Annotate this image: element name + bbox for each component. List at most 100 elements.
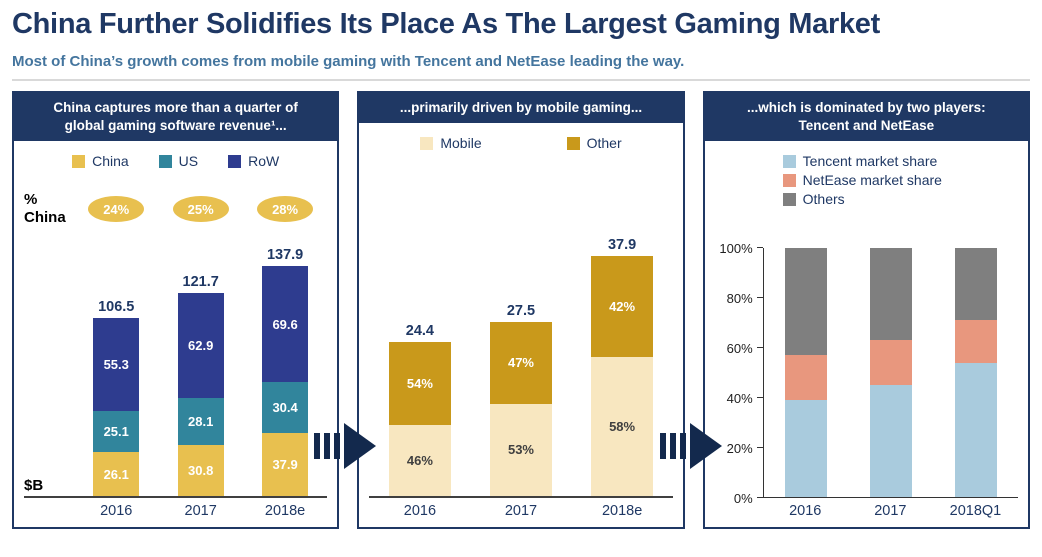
chart1-legend: China US RoW bbox=[24, 153, 327, 169]
flow-arrow-icon bbox=[314, 421, 378, 471]
bar-segment-row: 62.9 bbox=[177, 292, 224, 398]
chart1-categories: 2016 2017 2018e bbox=[24, 498, 327, 519]
bar-segment-china: 26.1 bbox=[93, 452, 140, 496]
bar-2017: 121.7 62.9 28.1 30.8 bbox=[177, 273, 224, 496]
bar-2016 bbox=[785, 248, 828, 497]
chart3-bars bbox=[764, 248, 1018, 497]
panel-mobile-gaming: ...primarily driven by mobile gaming... … bbox=[357, 91, 685, 529]
category-label: 2017 bbox=[874, 503, 907, 519]
legend-item-netease-market-share: NetEase market share bbox=[782, 172, 942, 189]
category-label: 2016 bbox=[403, 503, 437, 519]
bar-column: 121.7 62.9 28.1 30.8 bbox=[158, 240, 242, 496]
legend-item-mobile: Mobile bbox=[420, 135, 482, 151]
bar-segment-others bbox=[869, 248, 912, 341]
y-tick-mark bbox=[756, 347, 763, 348]
bar-segment-tencent-market-share bbox=[869, 384, 912, 497]
panel-global-revenue: China captures more than a quarter of gl… bbox=[12, 91, 340, 529]
chart2-body: 24.4 54% 46% 27.5 47% 53% 37.9 42% 58% 2016 2017 2… bbox=[369, 230, 673, 519]
bar-segment-netease-market-share bbox=[954, 320, 997, 363]
panel1-header: China captures more than a quarter of gl… bbox=[14, 93, 338, 142]
y-tick-label: 40% bbox=[726, 391, 753, 406]
bar-segment-mobile: 46% bbox=[388, 424, 451, 496]
chart3-plot-row: 0% 20% 40% 60% 80% 100% bbox=[715, 241, 1018, 506]
panels-row: China captures more than a quarter of gl… bbox=[12, 91, 1030, 529]
category-label: 2018e bbox=[264, 503, 306, 519]
category-label: 2017 bbox=[184, 503, 217, 519]
bar-segment-china: 37.9 bbox=[262, 432, 309, 496]
bar-segment-other: 54% bbox=[388, 341, 451, 425]
bar-segment-row: 55.3 bbox=[93, 318, 140, 411]
y-tick-label: 100% bbox=[719, 241, 753, 256]
y-axis-unit-label: $B bbox=[24, 477, 44, 494]
chart1-body: % China 24% 25% 28% $B 106.5 55.3 25.1 26.1 12… bbox=[24, 191, 328, 519]
y-tick-mark bbox=[756, 297, 763, 298]
bar-2017: 27.5 47% 53% bbox=[489, 302, 552, 496]
y-tick-mark bbox=[756, 397, 763, 398]
others-swatch bbox=[782, 192, 796, 206]
chart1-plot: $B 106.5 55.3 25.1 26.1 121.7 62.9 28.1 30.8 137… bbox=[24, 240, 327, 496]
bar-segment-us: 25.1 bbox=[93, 410, 140, 453]
y-tick-mark bbox=[756, 497, 763, 498]
legend-label: RoW bbox=[248, 153, 280, 170]
category-label: 2016 bbox=[789, 503, 822, 519]
bar-column bbox=[764, 248, 849, 497]
other-swatch bbox=[566, 136, 580, 150]
chart3-y-axis: 0% 20% 40% 60% 80% 100% bbox=[715, 241, 763, 506]
bar-total-label: 27.5 bbox=[506, 302, 536, 319]
row-swatch bbox=[228, 154, 242, 168]
pct-china-badge-cell: 24% bbox=[74, 196, 158, 223]
bar-segment-tencent-market-share bbox=[785, 399, 828, 497]
bar-column: 106.5 55.3 25.1 26.1 bbox=[74, 240, 158, 496]
bar-segment-other: 42% bbox=[591, 256, 654, 357]
bar-2018Q1 bbox=[954, 248, 997, 497]
bar-total-label: 121.7 bbox=[182, 273, 219, 290]
chart2-bars: 24.4 54% 46% 27.5 47% 53% 37.9 42% 58% bbox=[369, 230, 672, 496]
bar-column: 137.9 69.6 30.4 37.9 bbox=[243, 240, 327, 496]
chart-mobile-gaming: Mobile Other 24.4 54% 46% 27.5 47% 53% 37.9 42% 5… bbox=[359, 123, 682, 527]
y-tick-label: 80% bbox=[726, 291, 753, 306]
china-swatch bbox=[72, 154, 86, 168]
legend-item-row: RoW bbox=[228, 153, 279, 169]
chart1-category-labels: 2016 2017 2018e bbox=[74, 503, 327, 519]
legend-item-china: China bbox=[72, 153, 129, 169]
netease-market-share-swatch bbox=[782, 173, 796, 187]
mobile-swatch bbox=[420, 136, 434, 150]
legend-item-us: US bbox=[158, 153, 198, 169]
chart2-plot: 24.4 54% 46% 27.5 47% 53% 37.9 42% 58% bbox=[369, 230, 672, 496]
panel3-header: ...which is dominated by two players: Te… bbox=[704, 93, 1028, 142]
legend-item-other: Other bbox=[566, 135, 622, 151]
category-label: 2016 bbox=[100, 503, 133, 519]
bar-segment-us: 28.1 bbox=[177, 397, 224, 445]
bar-total-label: 106.5 bbox=[98, 299, 135, 316]
bar-total-label: 24.4 bbox=[405, 322, 434, 339]
pct-china-badge: 24% bbox=[88, 196, 145, 223]
bar-segment-others bbox=[954, 248, 997, 321]
bar-2018e: 137.9 69.6 30.4 37.9 bbox=[262, 247, 309, 496]
bar-segment-mobile: 58% bbox=[591, 356, 654, 496]
legend-label: NetEase market share bbox=[802, 172, 942, 189]
flow-arrow-icon bbox=[660, 421, 724, 471]
panel-market-share: ...which is dominated by two players: Te… bbox=[702, 91, 1030, 529]
legend-label: Others bbox=[802, 191, 845, 208]
page-subtitle: Most of China’s growth comes from mobile… bbox=[12, 53, 1030, 81]
legend-label: Tencent market share bbox=[802, 153, 938, 170]
chart3-plot bbox=[762, 248, 1018, 498]
legend-item-others: Others bbox=[782, 191, 845, 208]
bar-segment-tencent-market-share bbox=[954, 362, 997, 497]
panel2-header: ...primarily driven by mobile gaming... bbox=[359, 93, 683, 124]
bar-segment-mobile: 53% bbox=[489, 403, 552, 496]
y-tick-label: 60% bbox=[726, 341, 753, 356]
bar-column bbox=[933, 248, 1018, 497]
bar-column bbox=[848, 248, 933, 497]
chart-market-share: Tencent market share NetEase market share… bbox=[705, 141, 1028, 527]
pct-china-badge: 25% bbox=[172, 196, 229, 223]
chart1-x-axis-line bbox=[24, 496, 328, 498]
pct-china-badge-cell: 25% bbox=[158, 196, 242, 223]
pct-china-badge: 28% bbox=[257, 196, 314, 223]
bar-segment-netease-market-share bbox=[785, 355, 828, 400]
chart-global-revenue: China US RoW % China 24% 25% 28% $B 106.5 55.… bbox=[14, 141, 337, 527]
y-tick-mark bbox=[756, 247, 763, 248]
category-label: 2018e bbox=[601, 503, 643, 519]
tencent-market-share-swatch bbox=[782, 154, 796, 168]
bar-column: 27.5 47% 53% bbox=[470, 230, 571, 496]
